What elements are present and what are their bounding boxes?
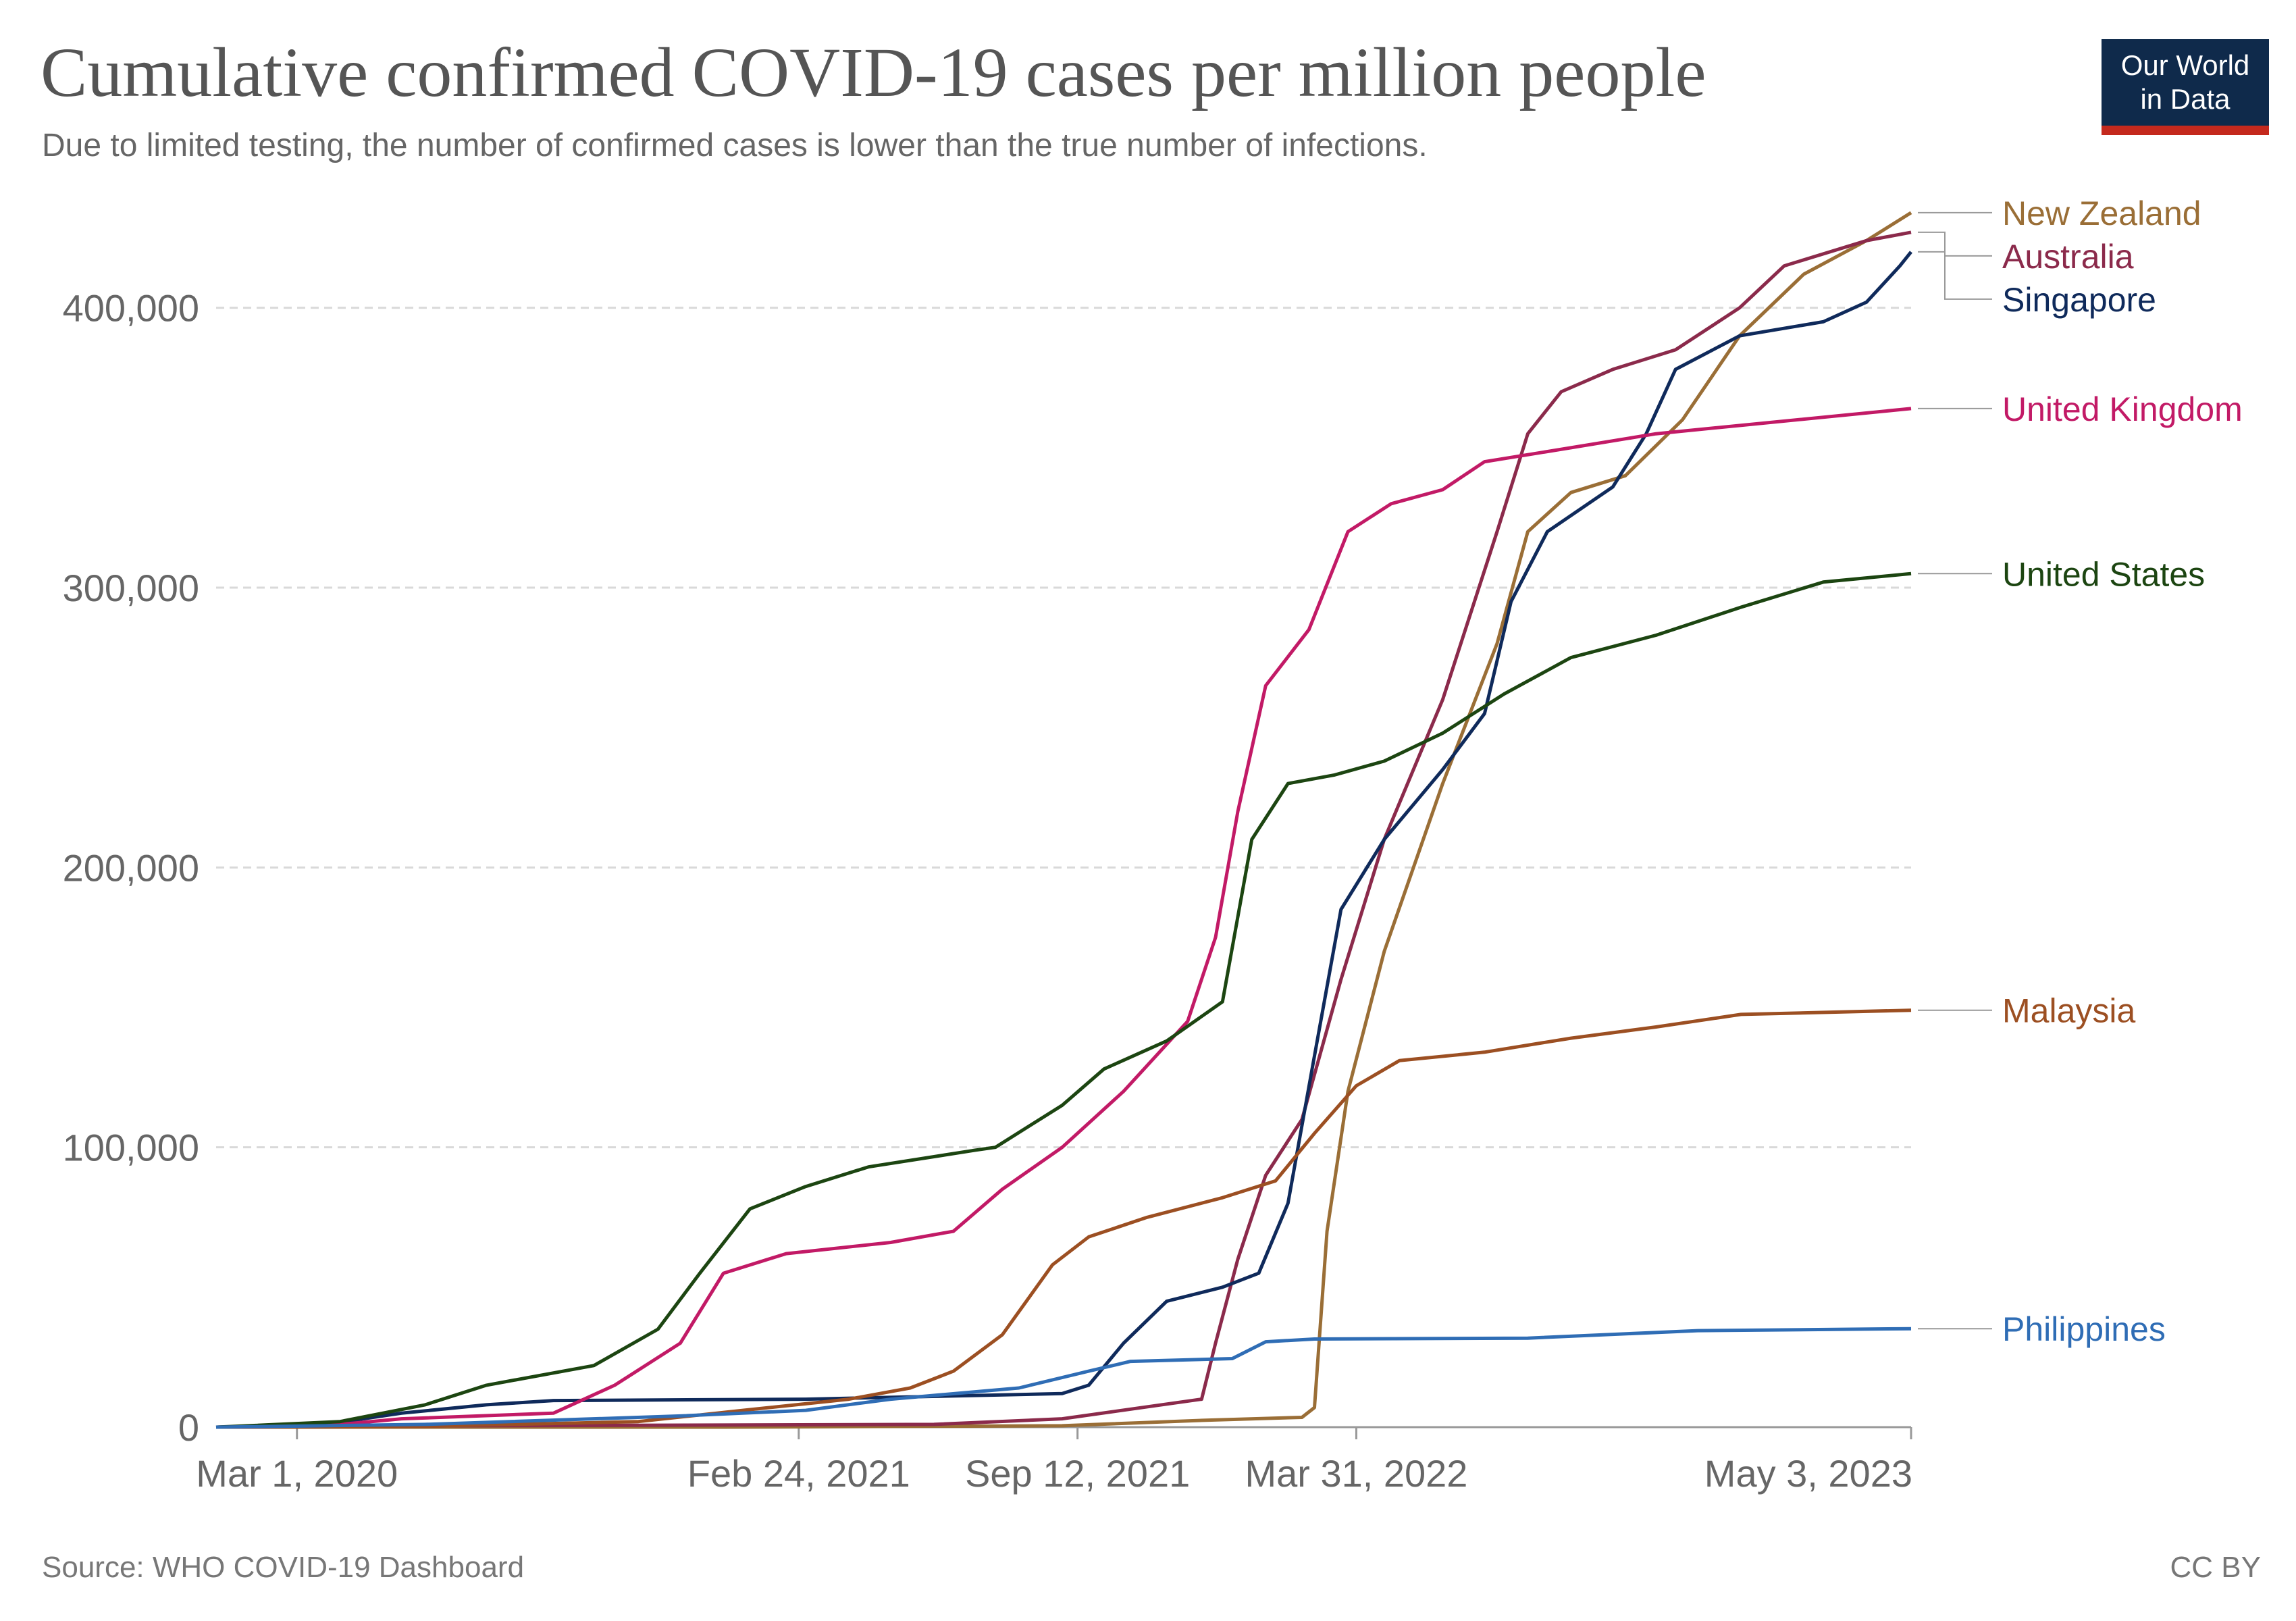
series-label-united-states[interactable]: United States [2002,555,2205,593]
series-label-philippines[interactable]: Philippines [2002,1310,2166,1348]
series-label-new-zealand[interactable]: New Zealand [2002,195,2201,232]
y-tick-label: 0 [178,1406,199,1449]
label-connector [1918,231,1992,257]
y-tick-label: 300,000 [63,567,199,609]
x-tick-label: Mar 31, 2022 [1245,1452,1467,1495]
series-line-new-zealand[interactable] [216,211,1912,1429]
label-connector [1918,251,1992,300]
x-tick-label: Feb 24, 2021 [687,1452,910,1495]
series-label-singapore[interactable]: Singapore [2002,281,2156,319]
series-line-philippines[interactable] [215,1327,1912,1429]
owid-logo[interactable]: Our World in Data [2102,39,2269,135]
series-label-united-kingdom[interactable]: United Kingdom [2002,390,2243,428]
x-tick-label: May 3, 2023 [1704,1452,1912,1495]
logo-line-1: Our World [2120,49,2250,81]
y-tick-label: 200,000 [63,846,199,889]
grid-lines [216,307,1911,1149]
series-line-malaysia[interactable] [215,1008,1912,1429]
series-line-singapore[interactable] [215,251,1912,1429]
series-labels: New Zealand Australia Singapore United King… [1918,195,2243,1348]
series-label-malaysia[interactable]: Malaysia [2002,992,2135,1030]
x-tick-label: Sep 12, 2021 [965,1452,1190,1495]
logo-line-2: in Data [2140,83,2230,115]
source-note[interactable]: Source: WHO COVID-19 Dashboard [42,1551,525,1584]
series-line-united-states[interactable] [215,571,1912,1429]
license-note[interactable]: CC BY [2170,1551,2261,1584]
axes: 0 100,000 200,000 300,000 400,000 Mar 1, 2020… [63,287,1912,1495]
y-tick-label: 400,000 [63,287,199,330]
series-label-australia[interactable]: Australia [2002,238,2134,276]
series-lines [215,211,1912,1429]
x-tick-label: Mar 1, 2020 [196,1452,398,1495]
series-line-united-kingdom[interactable] [215,407,1912,1429]
chart-subtitle: Due to limited testing, the number of co… [42,128,1428,163]
y-tick-label: 100,000 [63,1127,199,1169]
chart-title: Cumulative confirmed COVID-19 cases per … [41,34,1706,111]
